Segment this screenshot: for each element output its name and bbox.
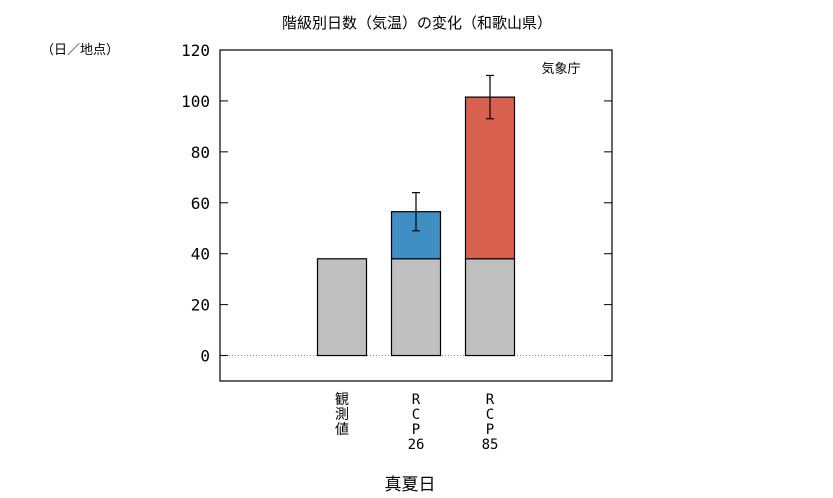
y-axis-unit: （日／地点） (41, 43, 119, 58)
y-tick-label: 60 (191, 194, 210, 213)
bar-increase (464, 96, 516, 260)
bar-base (390, 258, 442, 357)
x-tick-label: P (412, 422, 420, 438)
x-tick-label: 観 (335, 391, 349, 408)
y-tick-label: 40 (191, 245, 210, 264)
y-tick-label: 0 (200, 347, 210, 366)
chart-title: 階級別日数（気温）の変化（和歌山県） (282, 14, 552, 32)
x-tick-label: C (412, 407, 420, 423)
x-tick-label: 85 (482, 437, 499, 453)
source-label: 気象庁 (541, 61, 580, 77)
y-tick-label: 120 (181, 41, 210, 60)
y-tick-label: 80 (191, 143, 210, 162)
x-axis-label: 真夏日 (385, 475, 436, 495)
y-tick-label: 100 (181, 92, 210, 111)
x-tick-label: P (486, 422, 494, 438)
y-tick-label: 20 (191, 296, 210, 315)
x-tick-label: R (486, 392, 495, 408)
x-tick-label: R (412, 392, 421, 408)
x-tick-label: C (486, 407, 494, 423)
bar-base (316, 258, 368, 357)
bar-base (464, 258, 516, 357)
plot-frame (219, 49, 613, 382)
x-tick-label: 値 (335, 422, 349, 438)
x-tick-label: 26 (408, 437, 425, 453)
x-tick-label: 測 (335, 407, 349, 423)
